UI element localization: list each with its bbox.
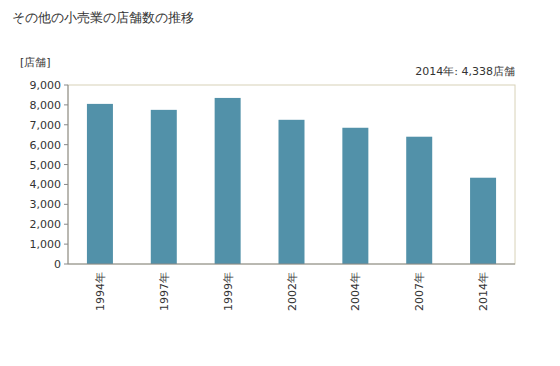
bars xyxy=(87,98,496,264)
bar xyxy=(87,104,113,264)
title: その他の小売業の店舗数の推移 xyxy=(12,10,194,25)
y-tick-label: 6,000 xyxy=(30,139,62,152)
bar xyxy=(215,98,241,264)
y-tick xyxy=(64,104,68,105)
bar xyxy=(406,137,432,264)
bar xyxy=(342,128,368,264)
x-tick-label: 2004年 xyxy=(349,272,362,311)
bar xyxy=(151,110,177,264)
annotation: 2014年: 4,338店舗 xyxy=(415,65,515,78)
y-tick xyxy=(64,164,68,165)
y-tick-label: 8,000 xyxy=(30,99,62,112)
y-tick xyxy=(64,85,68,86)
y-tick-label: 5,000 xyxy=(30,159,62,172)
x-tick-label: 1994年 xyxy=(94,272,107,311)
y-axis-line xyxy=(68,85,69,264)
y-tick xyxy=(64,204,68,205)
y-tick-label: 0 xyxy=(54,258,61,271)
y-tick xyxy=(64,144,68,145)
y-tick-label: 2,000 xyxy=(30,218,62,231)
y-tick-label: 1,000 xyxy=(30,238,62,251)
y-tick xyxy=(64,124,68,125)
x-axis-line xyxy=(68,264,515,265)
y-tick xyxy=(64,184,68,185)
x-tick-label: 2014年 xyxy=(477,272,490,311)
y-axis-label: [店舗] xyxy=(20,56,51,69)
bar xyxy=(470,178,496,264)
y-tick-label: 9,000 xyxy=(30,79,62,92)
y-tick xyxy=(64,224,68,225)
y-tick-label: 7,000 xyxy=(30,119,62,132)
chart-root: その他の小売業の店舗数の推移 [店舗] 2014年: 4,338店舗 0 1,000 2,… xyxy=(0,0,560,366)
y-tick-label: 4,000 xyxy=(30,178,62,191)
y-tick-label: 3,000 xyxy=(30,198,62,211)
y-tick xyxy=(64,244,68,245)
x-tick-label: 1999年 xyxy=(222,272,235,311)
y-tick xyxy=(64,264,68,265)
x-tick-label: 2007年 xyxy=(413,272,426,311)
x-tick-label: 1997年 xyxy=(158,272,171,311)
plot-frame xyxy=(68,85,515,264)
chart-svg: その他の小売業の店舗数の推移 [店舗] 2014年: 4,338店舗 0 1,000 2,… xyxy=(0,0,560,366)
bar xyxy=(279,120,305,264)
x-tick-label: 2002年 xyxy=(286,272,299,311)
